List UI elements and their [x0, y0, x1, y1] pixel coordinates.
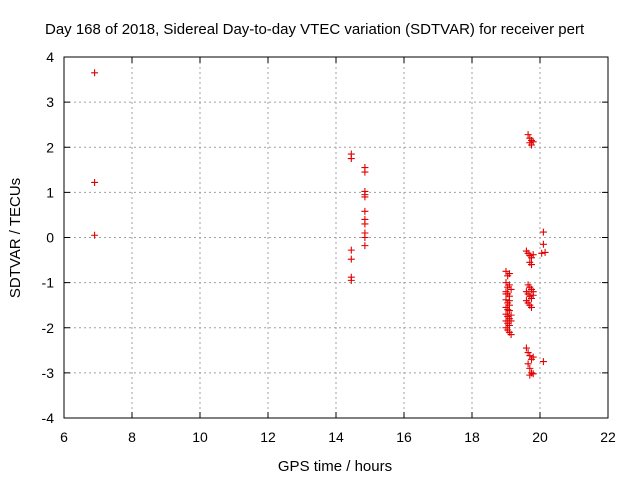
- grid-lines: [64, 57, 608, 418]
- data-point: [347, 276, 355, 284]
- data-point: [347, 255, 355, 263]
- data-point: [529, 251, 537, 259]
- y-axis-label: SDTVAR / TECUs: [7, 178, 24, 298]
- data-point: [507, 311, 515, 319]
- data-point: [524, 131, 532, 139]
- y-tick-label: 3: [46, 94, 54, 110]
- data-point: [522, 344, 530, 352]
- data-point: [507, 317, 515, 325]
- data-point: [361, 242, 369, 250]
- y-tick-label: -3: [42, 365, 55, 381]
- data-point: [505, 281, 513, 289]
- data-point: [529, 138, 537, 146]
- data-point: [507, 331, 515, 339]
- data-point: [528, 261, 535, 269]
- data-point: [526, 371, 534, 379]
- y-tick-label: -4: [42, 410, 55, 426]
- data-point: [347, 246, 355, 254]
- data-point: [528, 141, 535, 149]
- data-point: [528, 294, 535, 302]
- data-point: [529, 353, 537, 361]
- data-point: [539, 228, 547, 236]
- y-tick-label: 2: [46, 139, 54, 155]
- data-point: [347, 155, 355, 163]
- data-point: [539, 358, 547, 366]
- data-point: [526, 352, 534, 360]
- x-tick-label: 20: [532, 429, 548, 445]
- x-tick-label: 8: [128, 429, 136, 445]
- x-tick-label: 16: [396, 429, 412, 445]
- data-point: [502, 296, 510, 304]
- data-point: [91, 231, 99, 239]
- axis-ticks: [63, 56, 609, 419]
- y-tick-label: -1: [42, 275, 55, 291]
- data-point: [524, 360, 532, 368]
- data-point: [361, 207, 369, 215]
- data-point: [528, 254, 535, 262]
- x-tick-label: 12: [260, 429, 276, 445]
- data-point: [505, 307, 513, 315]
- y-tick-label: 0: [46, 230, 54, 246]
- data-point: [526, 364, 534, 372]
- data-point: [529, 288, 537, 296]
- data-point: [361, 193, 369, 201]
- y-tick-label: 4: [46, 49, 54, 65]
- x-tick-label: 22: [600, 429, 616, 445]
- x-tick-labels: 6 8 10 12 14 16 18 20 22: [60, 429, 616, 445]
- data-point: [539, 240, 547, 248]
- data-point: [529, 370, 537, 378]
- data-points: [91, 69, 549, 379]
- data-point: [505, 270, 513, 278]
- data-point: [504, 306, 512, 314]
- data-point: [541, 248, 549, 256]
- data-point: [361, 168, 369, 176]
- data-point: [361, 220, 369, 228]
- y-tick-label: -2: [42, 320, 55, 336]
- data-point: [361, 234, 369, 241]
- x-tick-label: 18: [464, 429, 480, 445]
- y-tick-label: 1: [46, 184, 54, 200]
- data-point: [91, 69, 99, 77]
- x-tick-label: 6: [60, 429, 68, 445]
- chart-title: Day 168 of 2018, Sidereal Day-to-day VTE…: [45, 21, 585, 38]
- data-point: [524, 349, 532, 357]
- data-point: [505, 297, 513, 305]
- data-point: [502, 290, 510, 298]
- x-tick-label: 14: [328, 429, 344, 445]
- data-point: [91, 178, 99, 186]
- y-tick-labels: -4 -3 -2 -1 0 1 2 3 4: [42, 49, 55, 426]
- data-point: [528, 303, 535, 311]
- x-tick-label: 10: [192, 429, 208, 445]
- data-point: [538, 249, 546, 257]
- x-axis-label: GPS time / hours: [278, 458, 392, 475]
- data-point: [507, 285, 515, 293]
